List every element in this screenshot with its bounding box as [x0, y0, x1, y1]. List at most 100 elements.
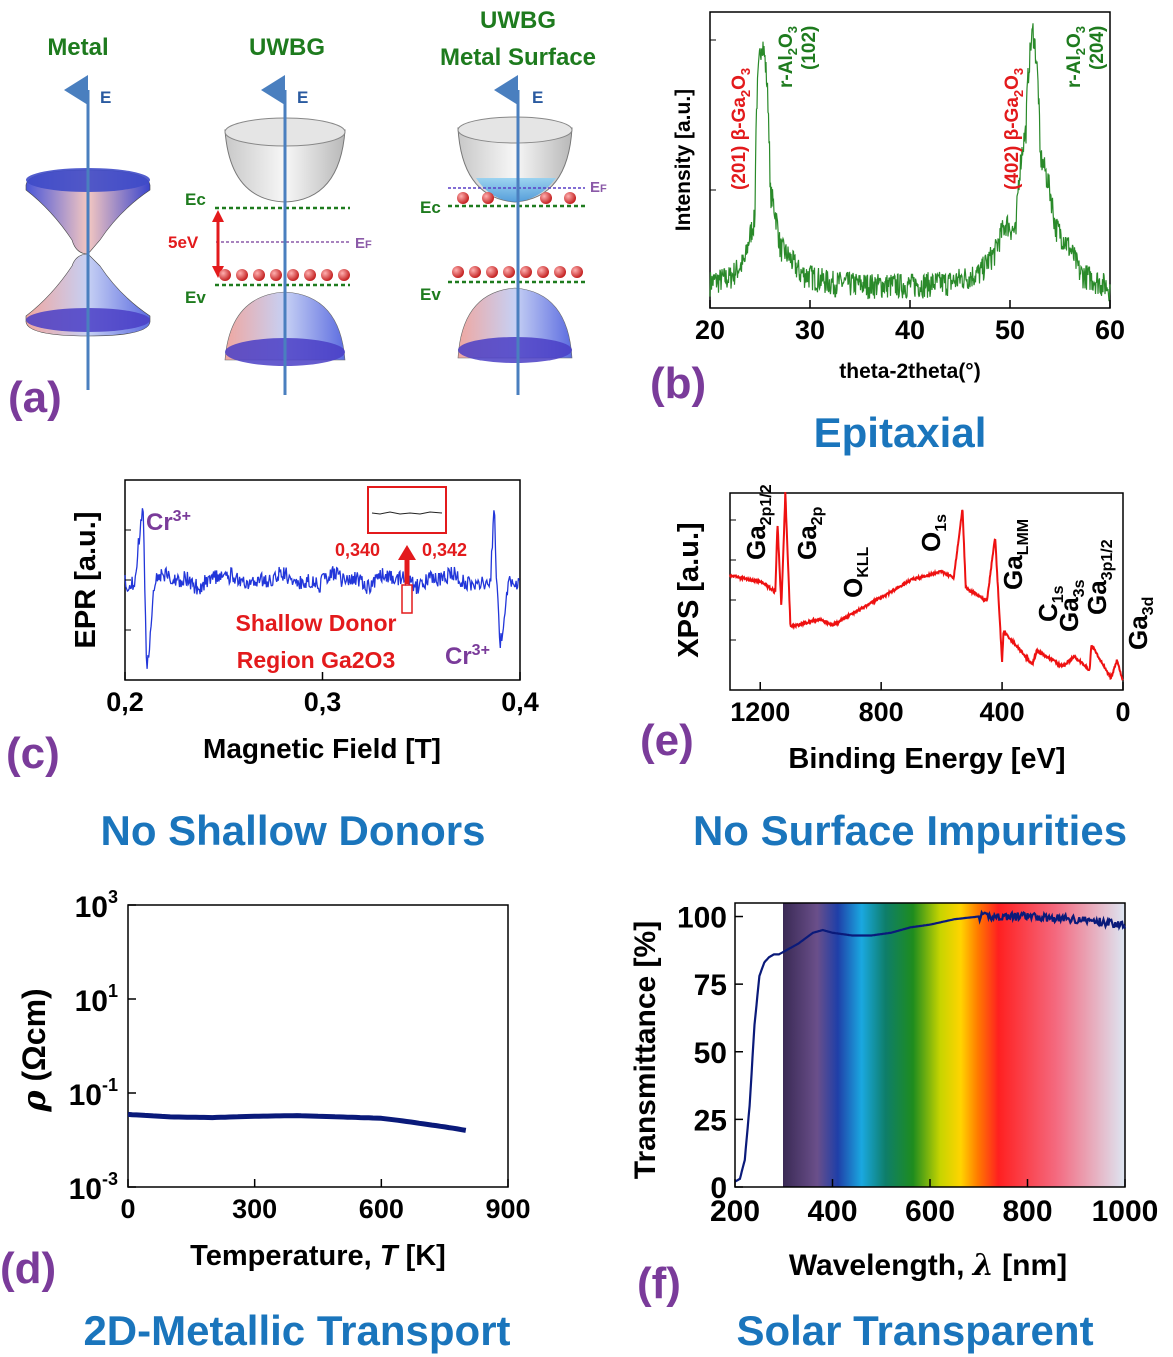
panel-a-title-uwbg-2: UWBG — [480, 7, 556, 34]
panel-f-letter: (f) — [637, 1259, 681, 1308]
panel-f-transmittance-chart: 200 400 600 800 1000 0 25 50 75 100 Transmittanc… — [629, 902, 1158, 1354]
uwbg-ev-label: Ev — [185, 288, 206, 307]
x-tick-label: 30 — [795, 315, 825, 345]
x-tick-label: 1000 — [1092, 1195, 1159, 1228]
y-tick-label: 10-1 — [69, 1075, 118, 1112]
panel-c-x-ticks: 0,2 0,3 0,4 — [106, 672, 539, 717]
panel-b-peak-label-204: r-Al2O3 — [1064, 26, 1088, 88]
surface-energy-axis-label: E — [532, 88, 543, 107]
panel-d-resistivity-chart: 0 300 600 900 10-3 10-1 101 103 ρ (Ωcm) Temper… — [0, 887, 531, 1354]
panel-e-xps-chart: 1200 800 400 0 Ga2p1/2 Ga2p OKLL O1s GaLMM … — [640, 484, 1157, 854]
panel-d-letter: (d) — [0, 1244, 56, 1293]
x-tick-label: 50 — [995, 315, 1025, 345]
panel-b-peak-label-201: (201) β-Ga2O3 — [729, 68, 753, 190]
panel-b-peak-label-102-index: (102) — [799, 26, 820, 70]
panel-b-x-ticks: 20 30 40 50 60 — [695, 300, 1125, 345]
panel-a-title-uwbg: UWBG — [249, 34, 325, 61]
panel-b-peak-label-402: (402) β-Ga2O3 — [1002, 68, 1026, 190]
panel-c-x-axis-label: Magnetic Field [T] — [203, 733, 441, 764]
xps-peak-ga3d: Ga3d — [1123, 597, 1157, 650]
panel-e-letter: (e) — [640, 716, 694, 765]
panel-b-xrd-chart: 20 30 40 50 60 Intensity [a.u.] theta-2theta… — [650, 11, 1125, 456]
panel-d-y-axis-label: ρ (Ωcm) — [15, 988, 53, 1112]
xps-peak-o1s: O1s — [916, 514, 950, 552]
panel-e-x-ticks: 1200 800 400 0 — [730, 682, 1131, 727]
panel-e-y-axis-label: XPS [a.u.] — [673, 522, 705, 657]
panel-c-inset-right-label: 0,342 — [422, 540, 467, 560]
uwbg-gap-label: 5eV — [168, 233, 199, 252]
x-tick-label: 600 — [905, 1195, 955, 1228]
panel-f-y-axis-label: Transmittance [%] — [629, 921, 662, 1179]
panel-f-transmittance-series — [734, 909, 1127, 1183]
panel-c-y-ticks — [125, 529, 131, 631]
y-tick-label: 75 — [694, 969, 727, 1002]
panel-c-donor-label-line1: Shallow Donor — [236, 610, 397, 636]
y-tick-label: 25 — [694, 1104, 727, 1137]
panel-f-x-axis-label: Wavelength, λ [nm] — [789, 1248, 1067, 1283]
panel-c-epr-chart: 0,2 0,3 0,4 0,340 0,342 Shallow Donor Regi… — [6, 479, 539, 854]
panel-c-donor-label-line2: Region Ga2O3 — [237, 647, 395, 673]
uwbg-ec-label: Ec — [185, 190, 206, 209]
uwbg-energy-axis-label: E — [297, 88, 308, 107]
x-tick-label: 200 — [710, 1195, 760, 1228]
surface-ec-label: Ec — [420, 198, 441, 217]
x-tick-label: 20 — [695, 315, 725, 345]
xps-peak-okll: OKLL — [838, 546, 872, 598]
y-tick-label: 103 — [75, 887, 118, 924]
panel-c-donor-region-box — [401, 584, 413, 614]
panel-e-y-ticks — [730, 519, 736, 641]
x-tick-label: 40 — [895, 315, 925, 345]
panel-c-inset-left-label: 0,340 — [335, 540, 380, 560]
panel-d-resistivity-series — [127, 1111, 467, 1133]
x-tick-label: 1200 — [730, 697, 790, 727]
panel-b-peak-label-102: r-Al2O3 — [776, 26, 800, 88]
x-tick-label: 300 — [232, 1194, 277, 1224]
panel-c-caption: No Shallow Donors — [100, 807, 485, 854]
panel-f-caption: Solar Transparent — [736, 1307, 1093, 1354]
panel-c-epr-series — [124, 508, 520, 669]
panel-d-plot-frame — [127, 904, 509, 1188]
x-tick-label: 600 — [359, 1194, 404, 1224]
panel-a-letter: (a) — [8, 373, 62, 422]
panel-a-title-metal-surface: Metal Surface — [440, 44, 596, 71]
panel-b-x-axis-label: theta-2theta(°) — [839, 360, 980, 383]
y-tick-label: 0 — [710, 1172, 727, 1205]
xps-peak-ga2p: Ga2p — [792, 506, 826, 560]
panel-a-band-diagram: Metal UWBG UWBG Metal Surface E — [8, 7, 607, 422]
uwbg-ef-label: EF — [355, 235, 372, 252]
panel-b-peak-label-204-index: (204) — [1087, 26, 1108, 70]
panel-c-inset-box — [367, 486, 447, 534]
metal-energy-axis-label: E — [100, 88, 111, 107]
x-tick-label: 0 — [1115, 697, 1130, 727]
y-tick-label: 10-3 — [69, 1169, 118, 1206]
x-tick-label: 0,3 — [304, 687, 342, 717]
y-tick-label: 50 — [694, 1037, 727, 1070]
panel-a-title-metal: Metal — [47, 34, 108, 61]
panel-c-inset-trace — [371, 511, 443, 515]
panel-f-x-ticks: 200 400 600 800 1000 — [710, 1179, 1158, 1228]
x-tick-label: 800 — [1002, 1195, 1052, 1228]
panel-d-x-ticks: 0 300 600 900 — [120, 1179, 531, 1224]
x-tick-label: 400 — [807, 1195, 857, 1228]
uwbg-band-diagram: E Ec Ev 5eV EF — [168, 75, 372, 395]
xps-peak-ga3p12: Ga3p1/2 — [1082, 539, 1116, 615]
panel-d-x-axis-label: Temperature, T [K] — [190, 1240, 446, 1272]
panel-c-letter: (c) — [6, 729, 60, 778]
panel-b-letter: (b) — [650, 359, 706, 408]
surface-ef-label: EF — [590, 179, 607, 196]
x-tick-label: 0,2 — [106, 687, 144, 717]
panel-e-x-axis-label: Binding Energy [eV] — [788, 743, 1065, 775]
panel-b-y-minor-ticks — [710, 39, 716, 191]
x-tick-label: 0,4 — [501, 687, 539, 717]
x-tick-label: 800 — [859, 697, 904, 727]
y-tick-label: 101 — [75, 981, 118, 1018]
panel-d-y-ticks: 10-3 10-1 101 103 — [69, 887, 136, 1206]
panel-b-y-axis-label: Intensity [a.u.] — [672, 89, 695, 231]
x-tick-label: 900 — [485, 1194, 530, 1224]
panel-e-caption: No Surface Impurities — [693, 807, 1127, 854]
panel-e-xps-series — [729, 491, 1124, 681]
panel-c-cr-left-label: Cr3+ — [146, 508, 191, 536]
panel-e-plot-frame — [729, 492, 1124, 691]
x-tick-label: 60 — [1095, 315, 1125, 345]
